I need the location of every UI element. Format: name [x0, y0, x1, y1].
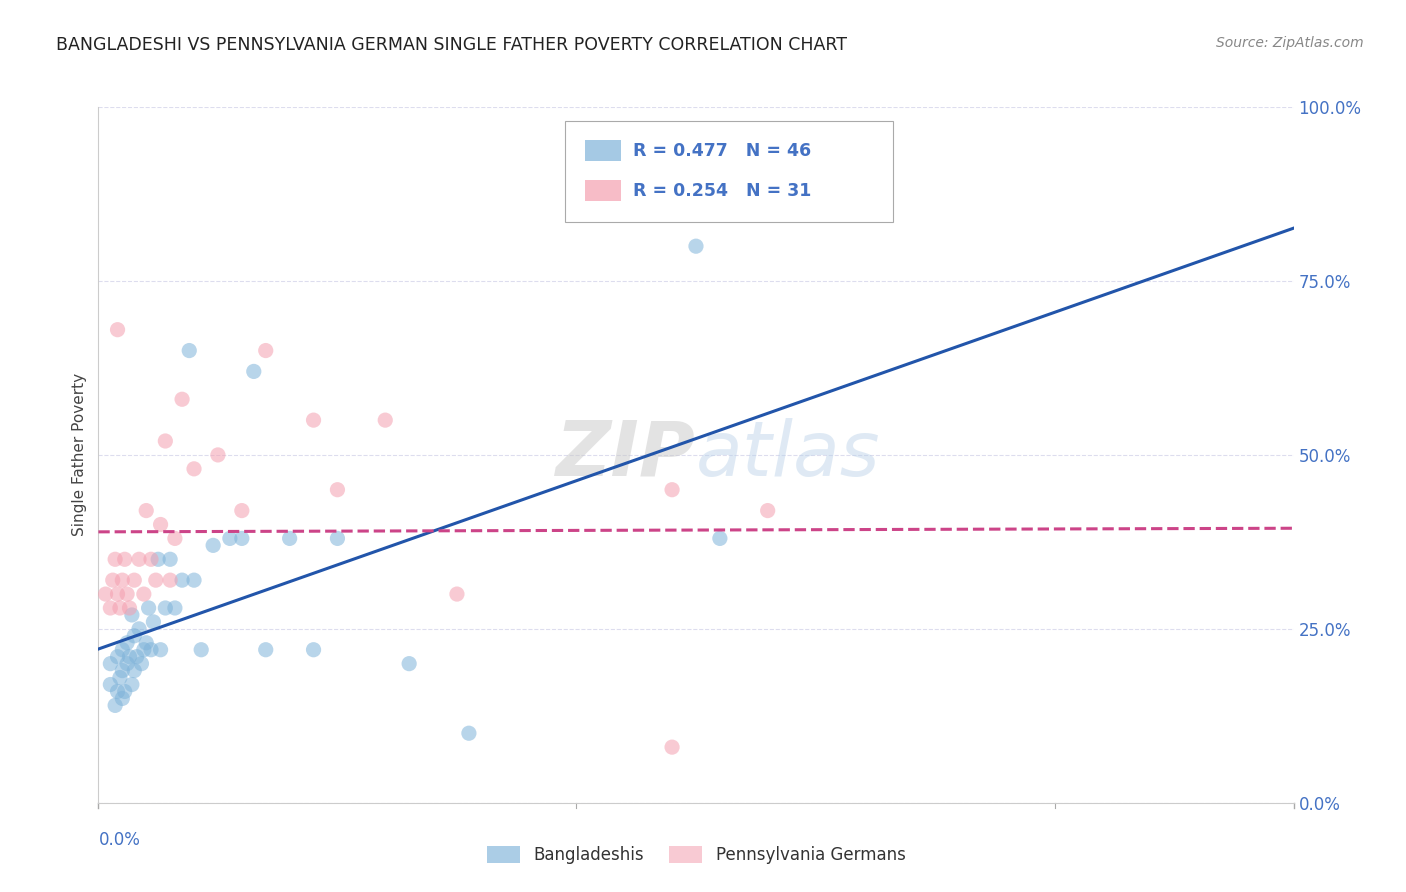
Point — [98, 657, 122, 671]
Point — [124, 664, 146, 678]
Point — [131, 657, 153, 671]
Point — [108, 671, 131, 685]
Point — [124, 629, 146, 643]
Point — [172, 573, 194, 587]
Point — [107, 684, 129, 698]
Text: atlas: atlas — [696, 418, 880, 491]
Point — [111, 664, 134, 678]
FancyBboxPatch shape — [585, 140, 620, 161]
Point — [159, 573, 181, 587]
Text: R = 0.477   N = 46: R = 0.477 N = 46 — [633, 142, 811, 160]
Point — [661, 740, 683, 755]
Point — [125, 649, 148, 664]
Point — [149, 642, 172, 657]
Point — [155, 601, 177, 615]
Point — [104, 552, 127, 566]
Point — [374, 413, 396, 427]
Point — [94, 587, 117, 601]
Point — [132, 587, 155, 601]
Point — [458, 726, 481, 740]
Point — [190, 642, 212, 657]
Point — [107, 587, 129, 601]
Text: BANGLADESHI VS PENNSYLVANIA GERMAN SINGLE FATHER POVERTY CORRELATION CHART: BANGLADESHI VS PENNSYLVANIA GERMAN SINGL… — [56, 36, 848, 54]
Point — [179, 343, 201, 358]
Point — [398, 657, 420, 671]
Legend: Bangladeshis, Pennsylvania Germans: Bangladeshis, Pennsylvania Germans — [479, 839, 912, 871]
Point — [142, 615, 165, 629]
Point — [183, 462, 205, 476]
Point — [326, 483, 349, 497]
Point — [111, 691, 134, 706]
Point — [121, 677, 143, 691]
Point — [104, 698, 127, 713]
Point — [118, 601, 141, 615]
Point — [138, 601, 160, 615]
Point — [128, 552, 150, 566]
Point — [107, 649, 129, 664]
Point — [163, 601, 186, 615]
Point — [183, 573, 205, 587]
Point — [121, 607, 143, 622]
Point — [446, 587, 468, 601]
Point — [231, 503, 253, 517]
Point — [111, 573, 134, 587]
Point — [254, 343, 277, 358]
Point — [98, 601, 122, 615]
Point — [159, 552, 181, 566]
Text: Source: ZipAtlas.com: Source: ZipAtlas.com — [1216, 36, 1364, 50]
Point — [115, 636, 138, 650]
Point — [149, 517, 172, 532]
Point — [155, 434, 177, 448]
Point — [302, 413, 325, 427]
Point — [302, 642, 325, 657]
Point — [128, 622, 150, 636]
Text: ZIP: ZIP — [557, 418, 696, 491]
Point — [243, 364, 266, 378]
Point — [326, 532, 349, 546]
Point — [135, 636, 157, 650]
Point — [254, 642, 277, 657]
Text: 0.0%: 0.0% — [98, 830, 141, 848]
Point — [111, 642, 134, 657]
Point — [114, 552, 136, 566]
Point — [107, 323, 129, 337]
Point — [278, 532, 301, 546]
Point — [202, 538, 225, 552]
Point — [114, 684, 136, 698]
Point — [661, 483, 683, 497]
Point — [98, 677, 122, 691]
Point — [685, 239, 707, 253]
Point — [132, 642, 155, 657]
Point — [139, 642, 162, 657]
FancyBboxPatch shape — [585, 180, 620, 201]
Point — [172, 392, 194, 407]
Point — [118, 649, 141, 664]
Point — [108, 601, 131, 615]
Point — [135, 503, 157, 517]
Point — [101, 573, 124, 587]
Text: R = 0.254   N = 31: R = 0.254 N = 31 — [633, 182, 811, 200]
Point — [231, 532, 253, 546]
Point — [207, 448, 229, 462]
Point — [115, 657, 138, 671]
Point — [219, 532, 242, 546]
Point — [124, 573, 146, 587]
Y-axis label: Single Father Poverty: Single Father Poverty — [72, 374, 87, 536]
Point — [163, 532, 186, 546]
Point — [756, 503, 779, 517]
Point — [148, 552, 170, 566]
Point — [139, 552, 162, 566]
Point — [709, 532, 731, 546]
FancyBboxPatch shape — [565, 121, 893, 222]
Point — [115, 587, 138, 601]
Point — [145, 573, 167, 587]
